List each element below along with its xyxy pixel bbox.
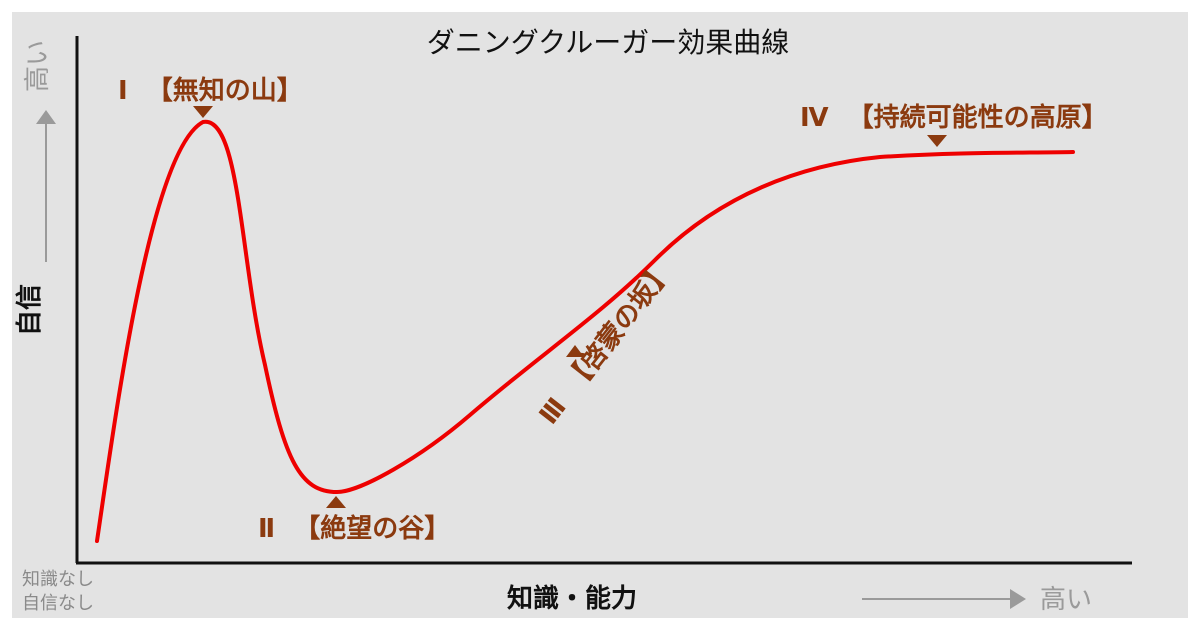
svg-text:Ⅳ 【持続可能性の高原】: Ⅳ 【持続可能性の高原】 xyxy=(800,102,1108,133)
confidence-curve xyxy=(95,119,1075,543)
stage-4-name: 【持続可能性の高原】 xyxy=(848,102,1108,133)
x-axis-high-indicator: 高い xyxy=(862,585,1092,615)
y-axis-high-indicator: 高い xyxy=(23,40,56,262)
origin-hint-knowledge: 知識なし xyxy=(22,569,94,590)
stage-4-label: Ⅳ 【持続可能性の高原】 xyxy=(800,102,1108,147)
stage-2-name: 【絶望の谷】 xyxy=(294,513,450,544)
origin-hint-confidence: 自信なし xyxy=(22,593,94,614)
diagram-background xyxy=(12,12,1188,618)
x-axis-label: 知識・能力 xyxy=(507,583,637,614)
stage-2-marker xyxy=(326,496,346,508)
stage-2-numeral: Ⅱ xyxy=(258,514,275,544)
stage-1-name: 【無知の山】 xyxy=(147,76,303,106)
stage-2-label: Ⅱ 【絶望の谷】 xyxy=(258,496,450,544)
y-axis-label: 自信 xyxy=(14,284,45,336)
y-axis-high-label: 高い xyxy=(23,40,53,92)
diagram-title: ダニングクルーガー効果曲線 xyxy=(427,26,790,59)
stage-1-marker xyxy=(193,106,213,118)
x-axis-high-label: 高い xyxy=(1040,585,1092,615)
stage-1-label: Ⅰ 【無知の山】 xyxy=(118,76,303,118)
stage-4-numeral: Ⅳ xyxy=(800,103,829,133)
stage-3-marker xyxy=(566,345,584,357)
y-high-arrow-head xyxy=(36,110,56,124)
svg-text:Ⅱ 【絶望の谷】: Ⅱ 【絶望の谷】 xyxy=(258,513,450,544)
svg-text:Ⅰ 【無知の山】: Ⅰ 【無知の山】 xyxy=(118,76,303,106)
stage-1-numeral: Ⅰ xyxy=(118,76,128,106)
x-high-arrow-head xyxy=(1010,589,1026,609)
stage-4-marker xyxy=(927,135,947,147)
